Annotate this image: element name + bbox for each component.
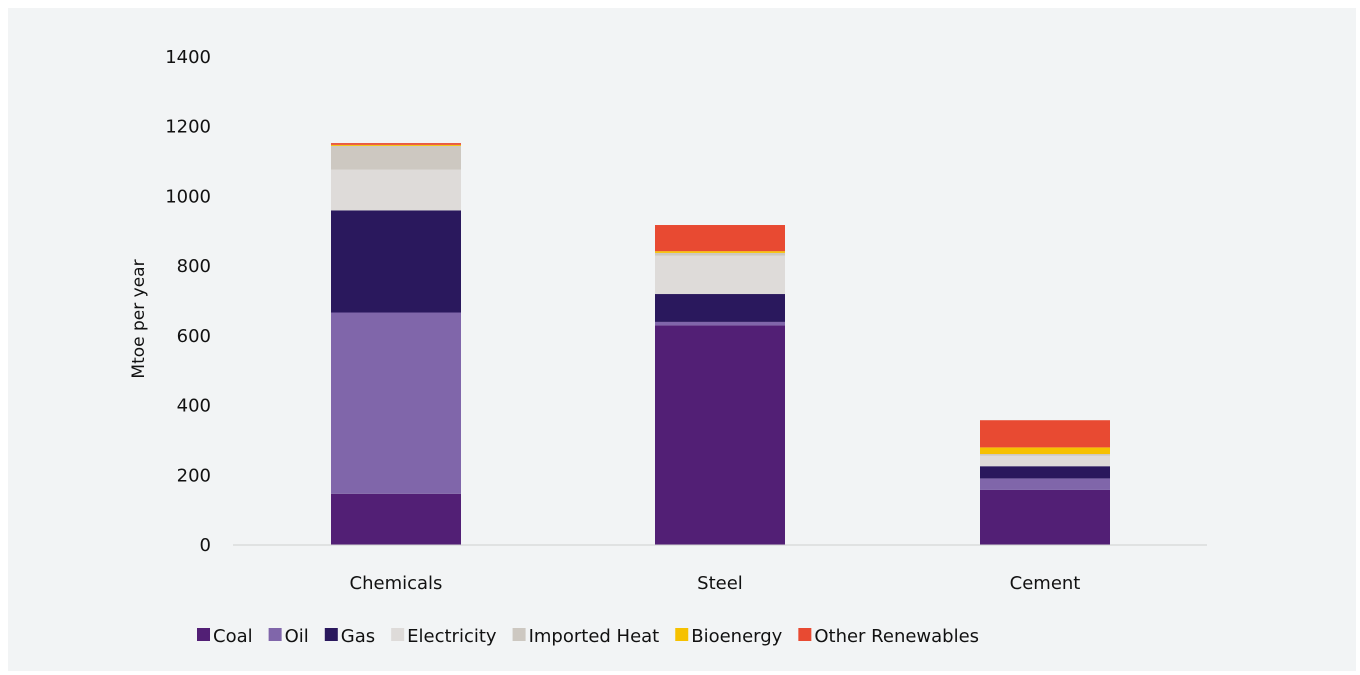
legend-item: Coal <box>197 626 253 647</box>
bars <box>331 143 1110 545</box>
bar-segment-bioenergy <box>980 447 1110 455</box>
bar-segment-bioenergy <box>331 144 461 146</box>
legend-swatch <box>798 628 812 641</box>
legend-label: Oil <box>285 626 309 647</box>
bar-segment-bioenergy <box>655 251 785 253</box>
y-tick-label: 400 <box>177 396 211 417</box>
legend-label: Other Renewables <box>814 626 979 647</box>
bar-segment-coal <box>331 493 461 545</box>
legend-swatch <box>197 628 210 641</box>
bar-segment-other-renewables <box>655 225 785 252</box>
bar-segment-electricity <box>655 255 785 295</box>
y-tick-label: 0 <box>200 535 211 556</box>
legend-item: Oil <box>268 626 309 647</box>
legend-label: Imported Heat <box>529 626 660 647</box>
y-tick-label: 600 <box>177 326 211 347</box>
bar-segment-electricity <box>980 455 1110 467</box>
y-tick-label: 1200 <box>165 117 211 138</box>
legend-item: Imported Heat <box>512 626 660 647</box>
bar-segment-gas <box>331 210 461 313</box>
legend-item: Bioenergy <box>675 626 783 647</box>
y-tick-label: 1000 <box>165 186 211 207</box>
legend: Coal Oil Gas Electricity Imported Heat Bioene… <box>197 626 979 647</box>
legend-label: Coal <box>213 626 253 647</box>
bar-segment-other-renewables <box>331 143 461 145</box>
bar-segment-electricity <box>331 169 461 211</box>
legend-label: Bioenergy <box>691 626 782 647</box>
legend-swatch <box>324 628 338 641</box>
bar-segment-imported-heat <box>331 145 461 170</box>
legend-label: Electricity <box>407 626 497 647</box>
bar-segment-imported-heat <box>655 252 785 256</box>
bar-segment-imported-heat <box>980 454 1110 456</box>
bar-segment-coal <box>655 325 785 545</box>
y-axis-label: Mtoe per year <box>129 259 149 378</box>
bar-segment-oil <box>655 321 785 326</box>
legend-item: Gas <box>324 626 375 647</box>
legend-label: Gas <box>341 626 375 647</box>
legend-item: Electricity <box>391 626 497 647</box>
y-tick-label: 1400 <box>165 47 211 68</box>
y-tick-label: 800 <box>177 256 211 277</box>
legend-swatch <box>675 628 689 641</box>
bar-segment-gas <box>980 466 1110 479</box>
bar-segment-other-renewables <box>980 420 1110 448</box>
bar-stack-cement <box>980 420 1110 545</box>
x-category-label: Cement <box>1010 573 1081 594</box>
x-axis-categories: Chemicals Steel Cement <box>350 573 1081 594</box>
bar-segment-oil <box>980 478 1110 490</box>
bar-stack-steel <box>655 225 785 545</box>
legend-item: Other Renewables <box>798 626 979 647</box>
x-category-label: Steel <box>697 573 743 594</box>
y-axis-ticks: 0 200 400 600 800 1000 1200 1400 <box>165 47 211 556</box>
bar-segment-oil <box>331 312 461 494</box>
bar-segment-coal <box>980 489 1110 545</box>
legend-swatch <box>268 628 282 641</box>
legend-swatch <box>512 628 526 641</box>
bar-stack-chemicals <box>331 143 461 545</box>
legend-swatch <box>391 628 405 641</box>
x-category-label: Chemicals <box>350 573 443 594</box>
bar-segment-gas <box>655 294 785 322</box>
y-tick-label: 200 <box>177 465 211 486</box>
